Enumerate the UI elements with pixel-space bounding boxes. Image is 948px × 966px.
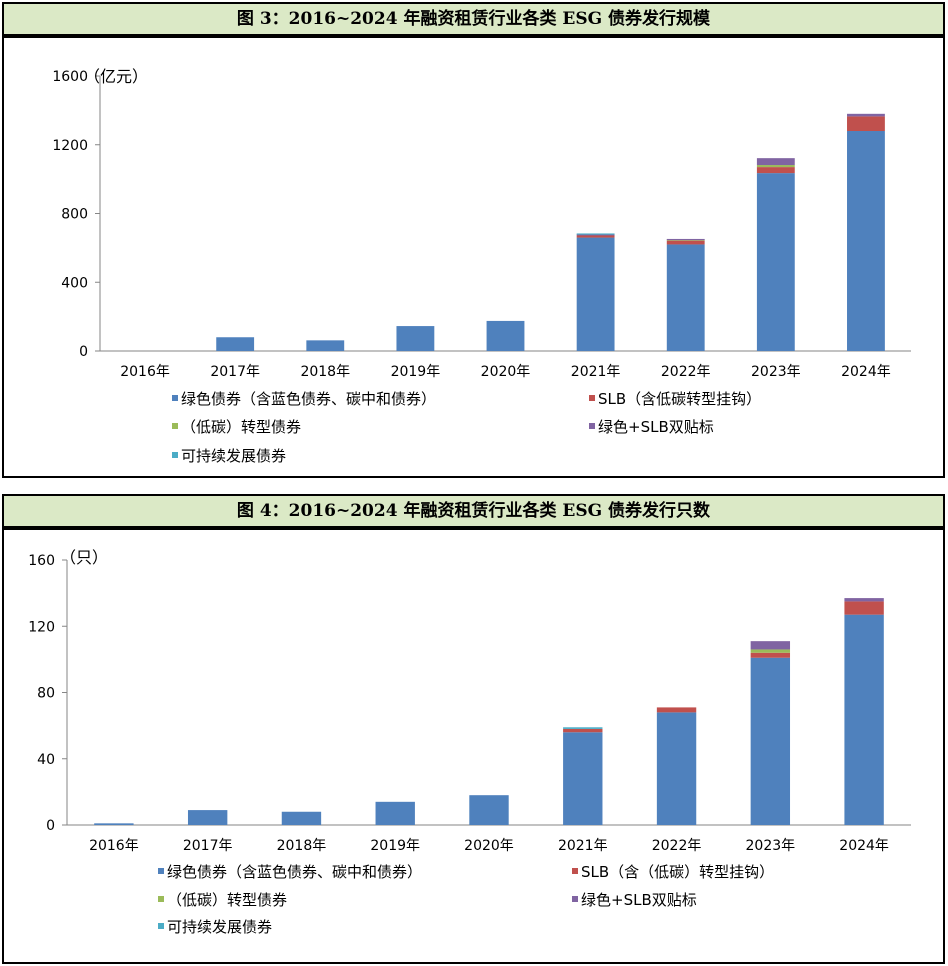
legend-swatch (158, 923, 164, 929)
bar-4f81bd-2018年 (281, 811, 322, 825)
x-tick-label: 2019年 (370, 838, 420, 854)
bar-4bacc6-2021年 (563, 727, 603, 729)
x-tick-label: 2016年 (89, 838, 139, 854)
bar-4f81bd-2017年 (187, 810, 228, 825)
unit-label: （亿元） (84, 67, 148, 86)
bar-4f81bd-2020年 (486, 320, 525, 351)
bar-4f81bd-2019年 (396, 326, 435, 351)
figure-4-panel: 图 4：2016~2024 年融资租赁行业各类 ESG 债券发行只数 0 40 80… (2, 494, 945, 964)
bar-9bbb59-2023年 (756, 165, 795, 168)
bar-c0504d-2021年 (576, 235, 615, 238)
bar-4f81bd-2023年 (756, 173, 795, 351)
bar-4f81bd-2016年 (94, 823, 134, 825)
bar-4f81bd-2021年 (563, 732, 603, 825)
y-tick-label: 160 (28, 553, 55, 569)
x-tick-label: 2018年 (300, 364, 350, 380)
x-tick-label: 2017年 (183, 838, 233, 854)
legend-swatch (172, 395, 178, 401)
legend-label: 绿色+SLB双贴标 (581, 891, 697, 909)
bar-4f81bd-2020年 (469, 795, 509, 825)
bar-9bbb59-2023年 (750, 649, 791, 653)
bar-4f81bd-2021年 (576, 237, 615, 351)
figure-3-chart-box: 0 400 800 1200 1600 （亿元） 2016年 2017年 2018年 2019年 2… (2, 36, 945, 478)
legend-label: （低碳）转型债券 (181, 418, 301, 436)
legend-label: 绿色债券（含蓝色债券、碳中和债券） (181, 390, 436, 408)
legend-swatch (589, 395, 595, 401)
bar-c0504d-2023年 (750, 652, 791, 658)
y-tick-label: 800 (61, 207, 88, 223)
x-tick-label: 2024年 (841, 364, 891, 380)
y-tick-label: 1600 (52, 69, 88, 85)
bar-4f81bd-2022年 (666, 244, 705, 351)
bar-4f81bd-2024年 (844, 614, 884, 825)
x-tick-label: 2023年 (751, 364, 801, 380)
y-tick-label: 80 (37, 686, 55, 702)
x-tick-label: 2022年 (661, 364, 711, 380)
x-tick-label: 2021年 (558, 838, 608, 854)
x-tick-label: 2023年 (746, 838, 796, 854)
bar-8064a2-2024年 (847, 113, 885, 117)
x-tick-label: 2018年 (277, 838, 327, 854)
x-tick-label: 2017年 (210, 364, 260, 380)
x-tick-label: 2019年 (391, 364, 441, 380)
bar-c0504d-2024年 (844, 601, 884, 615)
y-tick-label: 0 (46, 818, 55, 834)
bar-4f81bd-2019年 (375, 801, 415, 825)
figure-4-chart: 0 40 80 120 160 （只） 2016年 2017年 2018年 2019年 2020年 2… (28, 548, 911, 936)
legend-label: 绿色+SLB双贴标 (598, 418, 714, 436)
legend-swatch (158, 896, 164, 902)
bar-8064a2-2023年 (750, 641, 791, 650)
bar-4f81bd-2022年 (656, 712, 697, 825)
figure-3-panel: 图 3：2016~2024 年融资租赁行业各类 ESG 债券发行规模 0 400 8… (2, 2, 945, 478)
bar-c0504d-2023年 (756, 167, 795, 174)
unit-label: （只） (60, 548, 108, 567)
legend-swatch (589, 423, 595, 429)
x-tick-label: 2021年 (571, 364, 621, 380)
x-tick-label: 2024年 (839, 838, 889, 854)
bar-4f81bd-2023年 (750, 657, 791, 825)
x-tick-label: 2022年 (652, 838, 702, 854)
legend-label: 绿色债券（含蓝色债券、碳中和债券） (167, 863, 422, 881)
bar-c0504d-2024年 (847, 116, 885, 131)
legend-label: SLB（含低碳转型挂钩） (598, 390, 761, 408)
bar-c0504d-2022年 (666, 240, 705, 245)
legend-swatch (158, 868, 164, 874)
y-tick-label: 120 (28, 619, 55, 635)
legend-label: SLB（含（低碳）转型挂钩） (581, 863, 774, 881)
figure-3-title: 图 3：2016~2024 年融资租赁行业各类 ESG 债券发行规模 (2, 2, 945, 36)
figure-3-chart: 0 400 800 1200 1600（亿元） 2016年 2017年 2018年 2019年 2… (52, 67, 911, 465)
bar-4f81bd-2024年 (847, 131, 885, 351)
bar-4f81bd-2017年 (216, 337, 255, 351)
legend-swatch (572, 896, 578, 902)
bar-8064a2-2021年 (576, 234, 615, 236)
bar-4bacc6-2021年 (576, 233, 615, 235)
y-tick-label: 400 (61, 275, 88, 291)
bar-8064a2-2022年 (666, 238, 705, 241)
figure-4-chart-box: 0 40 80 120 160 （只） 2016年 2017年 2018年 2019年 2020年 2… (2, 528, 945, 964)
y-tick-label: 1200 (52, 138, 88, 154)
bar-8064a2-2024年 (844, 598, 884, 602)
legend-label: 可持续发展债券 (181, 447, 286, 465)
figure-4-title: 图 4：2016~2024 年融资租赁行业各类 ESG 债券发行只数 (2, 494, 945, 528)
y-tick-label: 40 (37, 752, 55, 768)
x-tick-label: 2020年 (464, 838, 514, 854)
bar-c0504d-2021年 (563, 728, 603, 733)
y-tick-label: 0 (79, 344, 88, 360)
bar-4f81bd-2018年 (306, 340, 345, 351)
legend-swatch (172, 452, 178, 458)
legend-label: （低碳）转型债券 (167, 891, 287, 909)
x-tick-label: 2020年 (481, 364, 531, 380)
bar-c0504d-2022年 (656, 707, 697, 713)
legend-swatch (172, 423, 178, 429)
x-tick-label: 2016年 (120, 364, 170, 380)
legend-swatch (572, 868, 578, 874)
bar-8064a2-2023年 (756, 158, 795, 166)
legend-label: 可持续发展债券 (167, 918, 272, 936)
